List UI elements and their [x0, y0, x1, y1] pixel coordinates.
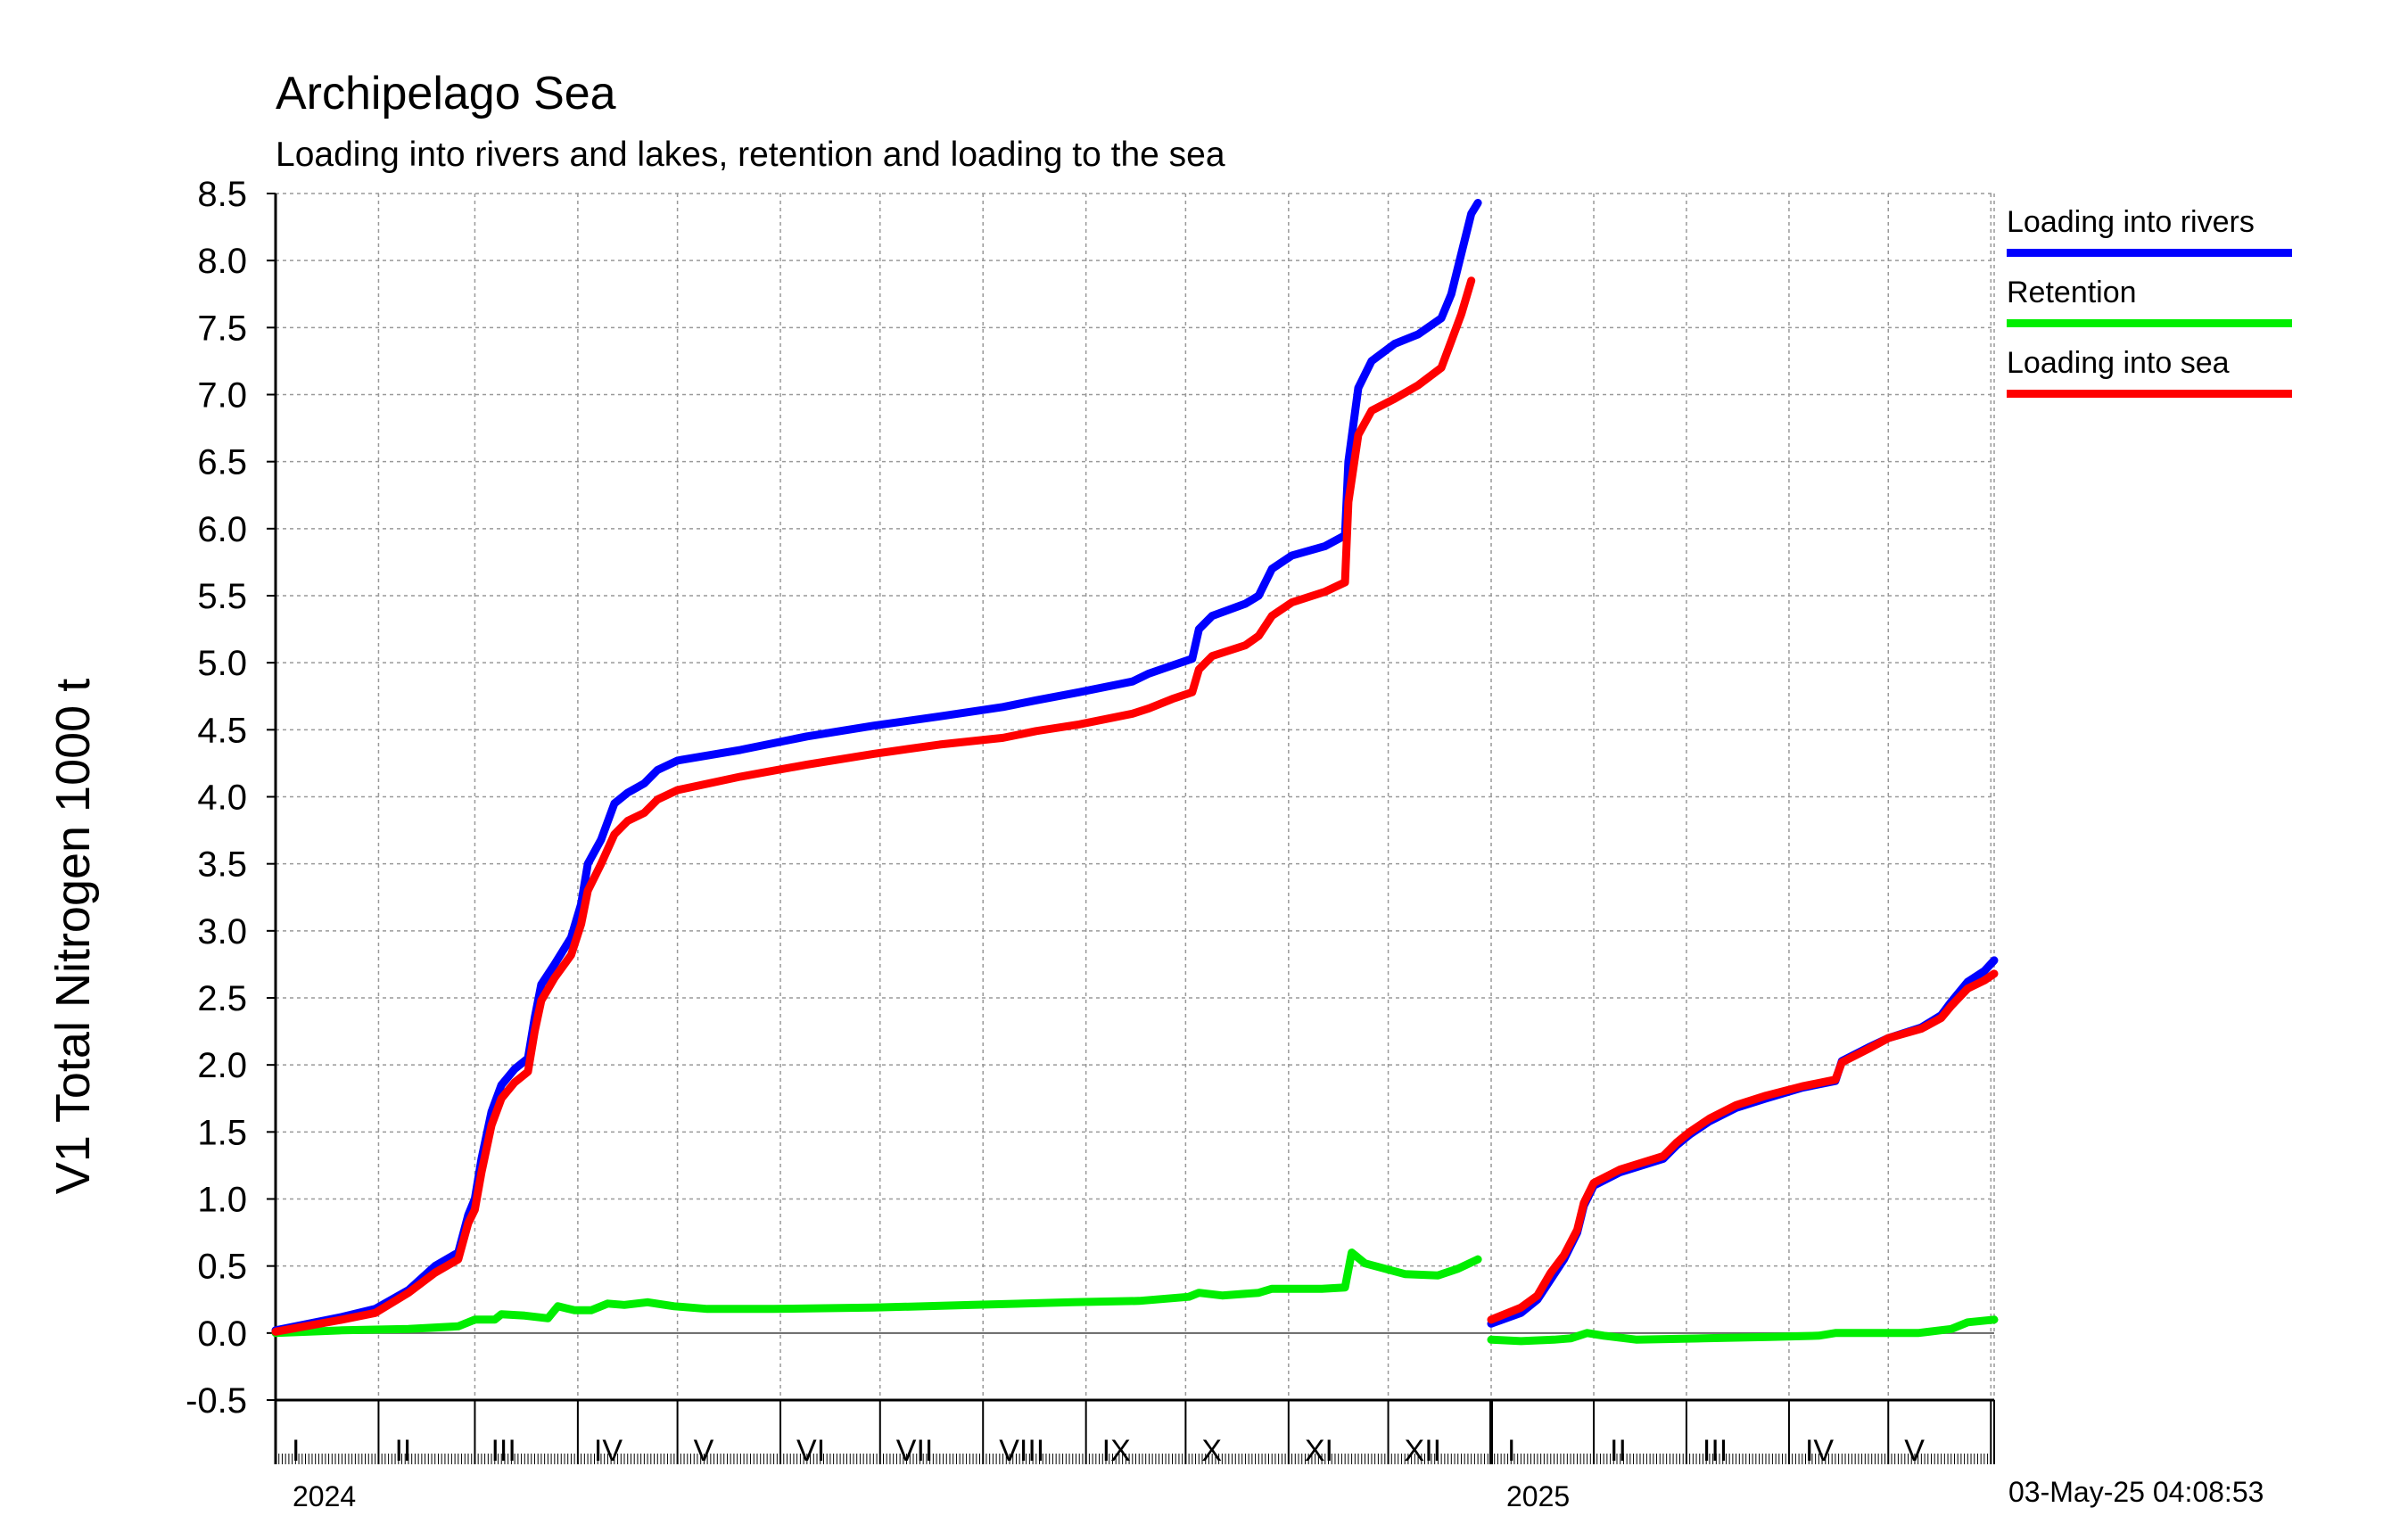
- chart-title: Archipelago Sea: [276, 68, 616, 119]
- legend-item-loading-into-rivers: Loading into rivers: [2007, 205, 2301, 257]
- y-tick-label: 1.5: [197, 1113, 247, 1152]
- y-tick-label: 2.0: [197, 1046, 247, 1085]
- series-line-loading-into-rivers: [1487, 956, 1999, 1328]
- timestamp: 03-May-25 04:08:53: [2008, 1476, 2264, 1508]
- month-label: VI: [796, 1434, 825, 1468]
- legend-swatch-green: [2007, 319, 2292, 327]
- y-tick-label: 5.5: [197, 577, 247, 616]
- month-label: IX: [1102, 1434, 1131, 1468]
- series-line-retention: [271, 1248, 1482, 1338]
- month-label: V: [1904, 1434, 1925, 1468]
- y-tick-label: 4.0: [197, 779, 247, 818]
- series-line-retention: [1487, 1315, 1999, 1346]
- y-tick-label: 0.0: [197, 1314, 247, 1354]
- legend-label: Loading into sea: [2007, 346, 2230, 380]
- y-tick-label: 8.5: [197, 175, 247, 214]
- y-tick-label: 7.5: [197, 309, 247, 348]
- legend-label: Loading into rivers: [2007, 205, 2255, 239]
- series-line-loading-into-rivers: [271, 199, 1482, 1335]
- year-label-2024: 2024: [293, 1480, 357, 1512]
- month-label: II: [1610, 1434, 1627, 1468]
- month-label: III: [491, 1434, 515, 1468]
- month-label: VII: [896, 1434, 934, 1468]
- month-label: X: [1201, 1434, 1222, 1468]
- y-tick-label: 3.0: [197, 912, 247, 952]
- month-label: IV: [594, 1434, 623, 1468]
- month-label: XI: [1305, 1434, 1333, 1468]
- month-label: I: [1507, 1434, 1515, 1468]
- y-tick-label: 4.5: [197, 711, 247, 750]
- y-axis-label: V1 Total Nitrogen 1000 t: [46, 678, 100, 1195]
- y-tick-label: 0.5: [197, 1248, 247, 1287]
- month-label: IV: [1805, 1434, 1834, 1468]
- y-tick-label: -0.5: [186, 1381, 247, 1421]
- y-tick-label: 8.0: [197, 242, 247, 281]
- y-tick-label: 7.0: [197, 376, 247, 416]
- legend-swatch-red: [2007, 390, 2292, 398]
- month-label: XII: [1405, 1434, 1442, 1468]
- legend-item-retention: Retention: [2007, 276, 2301, 327]
- legend-label: Retention: [2007, 276, 2137, 309]
- series-line-loading-into-sea: [1487, 969, 1999, 1324]
- legend-item-loading-into-sea: Loading into sea: [2007, 346, 2301, 398]
- month-label: I: [292, 1434, 300, 1468]
- y-tick-label: 6.0: [197, 510, 247, 549]
- chart-subtitle: Loading into rivers and lakes, retention…: [276, 136, 1225, 174]
- month-label: VIII: [999, 1434, 1044, 1468]
- y-tick-label: 6.5: [197, 443, 247, 482]
- legend-swatch-blue: [2007, 249, 2292, 257]
- y-tick-label: 5.0: [197, 644, 247, 683]
- month-label: II: [394, 1434, 411, 1468]
- y-tick-label: 1.0: [197, 1181, 247, 1220]
- month-label: V: [694, 1434, 714, 1468]
- month-label: III: [1703, 1434, 1728, 1468]
- series-line-loading-into-sea: [271, 276, 1476, 1336]
- y-tick-label: 2.5: [197, 979, 247, 1018]
- y-tick-label: 3.5: [197, 845, 247, 885]
- year-label-2025: 2025: [1506, 1480, 1571, 1512]
